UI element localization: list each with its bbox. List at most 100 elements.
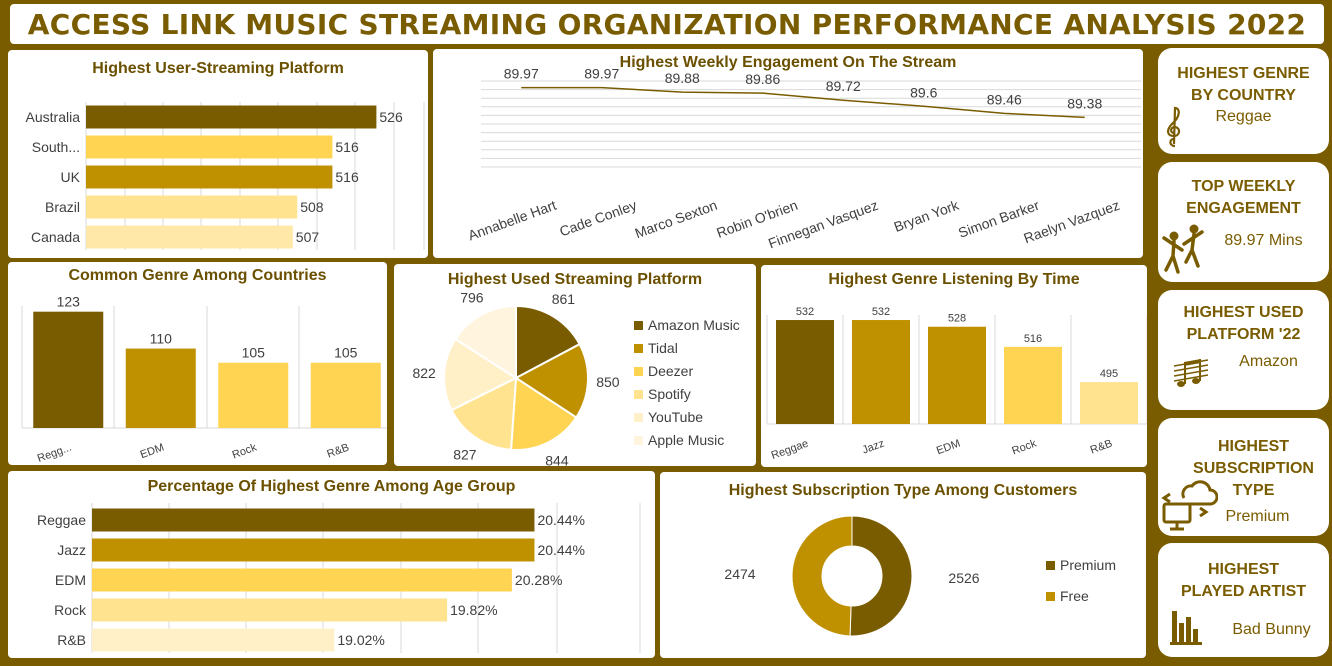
- category-label: EDM: [139, 442, 166, 462]
- category-label: Annabelle Hart: [466, 197, 559, 244]
- legend-swatch: [1046, 592, 1055, 601]
- common-genre-panel: Common Genre Among Countries 123 Regg... 1…: [8, 262, 393, 465]
- bar: [310, 362, 381, 428]
- subscription-panel: Highest Subscription Type Among Customer…: [660, 472, 1146, 658]
- legend-swatch: [634, 344, 643, 353]
- data-label: 20.44%: [537, 542, 584, 558]
- dashboard-title-bar: ACCESS LINK MUSIC STREAMING ORGANIZATION…: [10, 4, 1324, 44]
- bar: [928, 326, 986, 424]
- bar: [92, 628, 335, 652]
- data-label: 827: [453, 447, 477, 463]
- music-notes-icon: [1173, 359, 1209, 387]
- category-label: Regg...: [36, 442, 73, 465]
- age-group-panel: Percentage Of Highest Genre Among Age Gr…: [8, 471, 655, 658]
- kpi-card-played-artist: HIGHEST PLAYED ARTIST Bad Bunny: [1158, 543, 1329, 657]
- category-label: R&B: [1089, 438, 1114, 457]
- pie-slice: [454, 304, 517, 380]
- common-genre-title: Common Genre Among Countries: [68, 267, 327, 284]
- kpi-value: Amazon: [1239, 353, 1298, 370]
- legend-swatch: [634, 390, 643, 399]
- data-label: 89.46: [987, 91, 1022, 107]
- data-label: 2474: [724, 566, 755, 582]
- data-label: 507: [296, 229, 320, 245]
- category-label: EDM: [55, 572, 86, 588]
- legend-label: Deezer: [648, 363, 693, 379]
- data-label: 516: [1024, 333, 1042, 345]
- bar: [92, 598, 448, 622]
- bar: [1004, 346, 1062, 424]
- streaming-platform-chart: 861 Amazon Music 850 Tidal 844 Deezer 827 Spoti…: [412, 289, 739, 468]
- data-label: 105: [334, 345, 358, 361]
- dancers-icon: [1162, 224, 1204, 274]
- category-label: Reggae: [37, 512, 86, 528]
- kpi-title: HIGHEST USED PLATFORM '22: [1183, 304, 1304, 343]
- data-label: 19.82%: [450, 602, 497, 618]
- bar: [218, 362, 289, 428]
- series-line: [521, 86, 1085, 119]
- data-label: 526: [379, 109, 403, 125]
- data-label: 861: [552, 291, 576, 307]
- kpi-title: TOP WEEKLY ENGAGEMENT: [1186, 178, 1301, 217]
- kpi-value: 89.97 Mins: [1224, 232, 1303, 249]
- weekly-engagement-title: Highest Weekly Engagement On The Stream: [619, 54, 957, 71]
- data-label: 20.44%: [537, 512, 584, 528]
- kpi-value: Reggae: [1215, 108, 1272, 125]
- bar: [86, 225, 293, 249]
- streaming-platform-title: Highest Used Streaming Platform: [447, 271, 703, 288]
- category-label: Rock: [1010, 437, 1038, 457]
- user-platform-chart: Australia 526 South... 516 UK 516 Brazil 508 Can…: [26, 102, 425, 250]
- category-label: R&B: [57, 632, 86, 648]
- kpi-title: HIGHEST GENRE BY COUNTRY: [1177, 65, 1310, 104]
- category-label: UK: [61, 169, 81, 185]
- data-label: 2526: [948, 570, 979, 586]
- category-label: Bryan York: [892, 196, 962, 235]
- bar: [92, 568, 512, 592]
- weekly-engagement-chart: 89.97 Annabelle Hart 89.97 Cade Conley 89.88…: [466, 66, 1141, 251]
- bar: [776, 320, 834, 424]
- legend-label: Spotify: [648, 386, 691, 402]
- bar: [852, 320, 910, 424]
- kpi-card-subscription-type: HIGHEST SUBSCRIPTION TYPE Premium: [1158, 418, 1329, 536]
- legend-swatch: [634, 413, 643, 422]
- category-label: Reggae: [770, 438, 810, 462]
- data-label: 516: [335, 169, 359, 185]
- kpi-title: HIGHEST SUBSCRIPTION TYPE: [1193, 438, 1314, 499]
- data-label: 110: [150, 331, 173, 347]
- legend-swatch: [1046, 561, 1055, 570]
- data-label: 822: [412, 365, 436, 381]
- bar: [1080, 382, 1138, 424]
- data-label: 532: [796, 306, 814, 318]
- category-label: R&B: [325, 442, 350, 461]
- kpi-card-genre-by-country: HIGHEST GENRE BY COUNTRY Reggae: [1158, 48, 1329, 154]
- streaming-platform-panel: Highest Used Streaming Platform 861 Amazo…: [394, 264, 756, 468]
- data-label: 105: [242, 345, 266, 361]
- data-label: 796: [460, 289, 484, 305]
- pie-slice: [849, 515, 913, 637]
- category-label: EDM: [935, 438, 962, 458]
- user-platform-title: Highest User-Streaming Platform: [92, 60, 344, 77]
- data-label: 89.97: [504, 66, 539, 82]
- genre-time-title: Highest Genre Listening By Time: [828, 271, 1080, 288]
- pie-slice: [514, 342, 589, 419]
- cloud-computer-icon: [1161, 480, 1218, 531]
- legend-label: YouTube: [648, 409, 703, 425]
- data-label: 89.38: [1067, 95, 1102, 111]
- data-label: 123: [57, 294, 81, 310]
- data-label: 508: [300, 199, 324, 215]
- bar: [125, 348, 196, 428]
- kpi-card-used-platform: HIGHEST USED PLATFORM '22 Amazon: [1158, 290, 1329, 410]
- genre-time-chart: 532 Reggae 532 Jazz 528 EDM 516 Rock 495 R&B: [766, 306, 1148, 462]
- category-label: Rock: [54, 602, 87, 618]
- category-label: Rock: [231, 441, 259, 461]
- data-label: 20.28%: [515, 572, 562, 588]
- pie-slice: [791, 515, 853, 637]
- pie-slice: [450, 376, 518, 451]
- bar: [92, 538, 535, 562]
- data-label: 19.02%: [337, 632, 384, 648]
- legend-label: Free: [1060, 588, 1089, 604]
- bar-chart-icon: [1170, 611, 1202, 645]
- legend-swatch: [634, 367, 643, 376]
- bar: [33, 311, 104, 428]
- pie-slice: [515, 304, 581, 380]
- data-label: 528: [948, 313, 966, 325]
